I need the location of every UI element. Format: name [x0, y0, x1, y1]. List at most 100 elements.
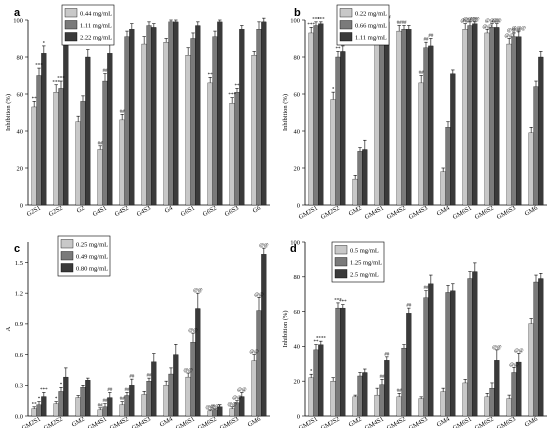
bar	[239, 29, 245, 206]
significance-mark: @@	[188, 329, 198, 334]
y-tick-label: 0	[20, 202, 23, 209]
significance-mark: @@	[237, 388, 247, 393]
legend: 0.22 mg/mL 0.66 mg/mL 1.11 mg/mL	[336, 4, 390, 46]
y-tick-label: 80	[294, 54, 301, 61]
bar	[516, 36, 522, 206]
bar	[533, 86, 539, 206]
bar	[75, 121, 81, 206]
bar	[173, 354, 179, 417]
y-tick-label: 0	[297, 202, 300, 209]
bar	[362, 372, 368, 417]
significance-mark: @@	[184, 369, 194, 374]
bar	[352, 178, 358, 206]
significance-mark: ##	[380, 375, 386, 380]
y-tick-label: 20	[294, 165, 301, 172]
significance-mark: ##	[397, 21, 403, 26]
bar	[107, 397, 113, 417]
bar	[63, 42, 69, 206]
significance-mark: @@	[254, 293, 264, 298]
significance-mark: ##	[397, 389, 403, 394]
bar	[151, 361, 157, 417]
significance-mark: ##	[103, 399, 109, 404]
bar	[313, 25, 319, 206]
bar	[151, 27, 157, 206]
y-axis-title: Inhibition (%)	[282, 310, 289, 347]
y-tick-label: 100	[13, 17, 23, 24]
bar	[450, 290, 456, 417]
legend-swatch	[334, 245, 348, 255]
bar	[229, 103, 235, 206]
bar	[494, 360, 500, 417]
bar	[207, 82, 213, 206]
bar	[418, 82, 424, 206]
bar	[256, 310, 262, 417]
significance-mark: @@@	[512, 27, 526, 32]
significance-mark: @@	[492, 19, 502, 24]
bar	[31, 106, 37, 206]
category-label: G6	[252, 204, 263, 214]
significance-mark: **	[32, 97, 38, 102]
bar	[489, 388, 495, 417]
legend: 0.5 mg/mL 1.25 mg/mL 2.5 mg/mL	[331, 241, 385, 283]
bar	[440, 171, 446, 206]
y-axis-title: Inhibition (%)	[5, 94, 12, 131]
bar	[330, 381, 336, 417]
bar	[318, 23, 324, 206]
significance-mark: @@	[228, 402, 238, 407]
significance-mark: @@@	[507, 28, 521, 33]
category-label: G2	[76, 205, 86, 215]
bar	[75, 397, 81, 417]
y-tick-label: 40	[17, 128, 24, 135]
bar	[396, 396, 402, 417]
bar	[251, 55, 257, 206]
significance-mark: ##	[384, 352, 390, 357]
significance-mark: ##	[107, 388, 113, 393]
legend-swatch	[60, 239, 74, 249]
significance-mark: *	[332, 88, 335, 93]
bar	[107, 53, 113, 206]
significance-mark: @@	[492, 345, 502, 350]
y-tick-label: 0.0	[15, 413, 23, 420]
legend-label: 2.5 mg/mL	[350, 271, 379, 278]
bar	[256, 29, 262, 206]
significance-mark: ***	[307, 23, 315, 28]
bar	[119, 119, 125, 206]
bar	[185, 376, 191, 417]
bar	[80, 387, 86, 417]
bar	[85, 56, 91, 206]
bar	[528, 132, 534, 206]
bar	[308, 377, 314, 417]
y-tick-label: 80	[17, 54, 24, 61]
legend: 0.25 mg/mL 0.49 mg/mL 0.80 mg/mL	[57, 235, 111, 277]
significance-mark: @@	[206, 405, 216, 410]
legend-swatch	[60, 251, 74, 261]
bar	[212, 36, 218, 206]
y-tick-label: 100	[290, 239, 300, 246]
bar	[462, 29, 468, 206]
significance-mark: ##	[406, 304, 412, 309]
bar	[207, 410, 213, 417]
significance-mark: ##	[419, 71, 425, 76]
significance-mark: *	[310, 370, 313, 375]
bar	[528, 323, 534, 417]
bar	[406, 313, 412, 417]
bar	[511, 372, 517, 417]
bar	[58, 88, 64, 206]
y-tick-label: 60	[17, 91, 24, 98]
bar	[124, 36, 130, 206]
significance-mark: *	[60, 383, 63, 388]
significance-mark: ***	[35, 64, 43, 69]
bar	[212, 409, 218, 417]
bar	[234, 92, 240, 206]
bar	[80, 101, 86, 206]
bar	[308, 32, 314, 206]
significance-mark: ##	[125, 388, 131, 393]
bar	[330, 99, 336, 206]
y-tick-label: 80	[294, 274, 301, 281]
bar	[85, 380, 91, 417]
y-tick-label: 1.2	[15, 290, 23, 297]
significance-mark: @@	[259, 244, 269, 249]
legend-swatch	[60, 263, 74, 273]
significance-mark: @@	[461, 19, 471, 24]
bar	[423, 297, 429, 417]
